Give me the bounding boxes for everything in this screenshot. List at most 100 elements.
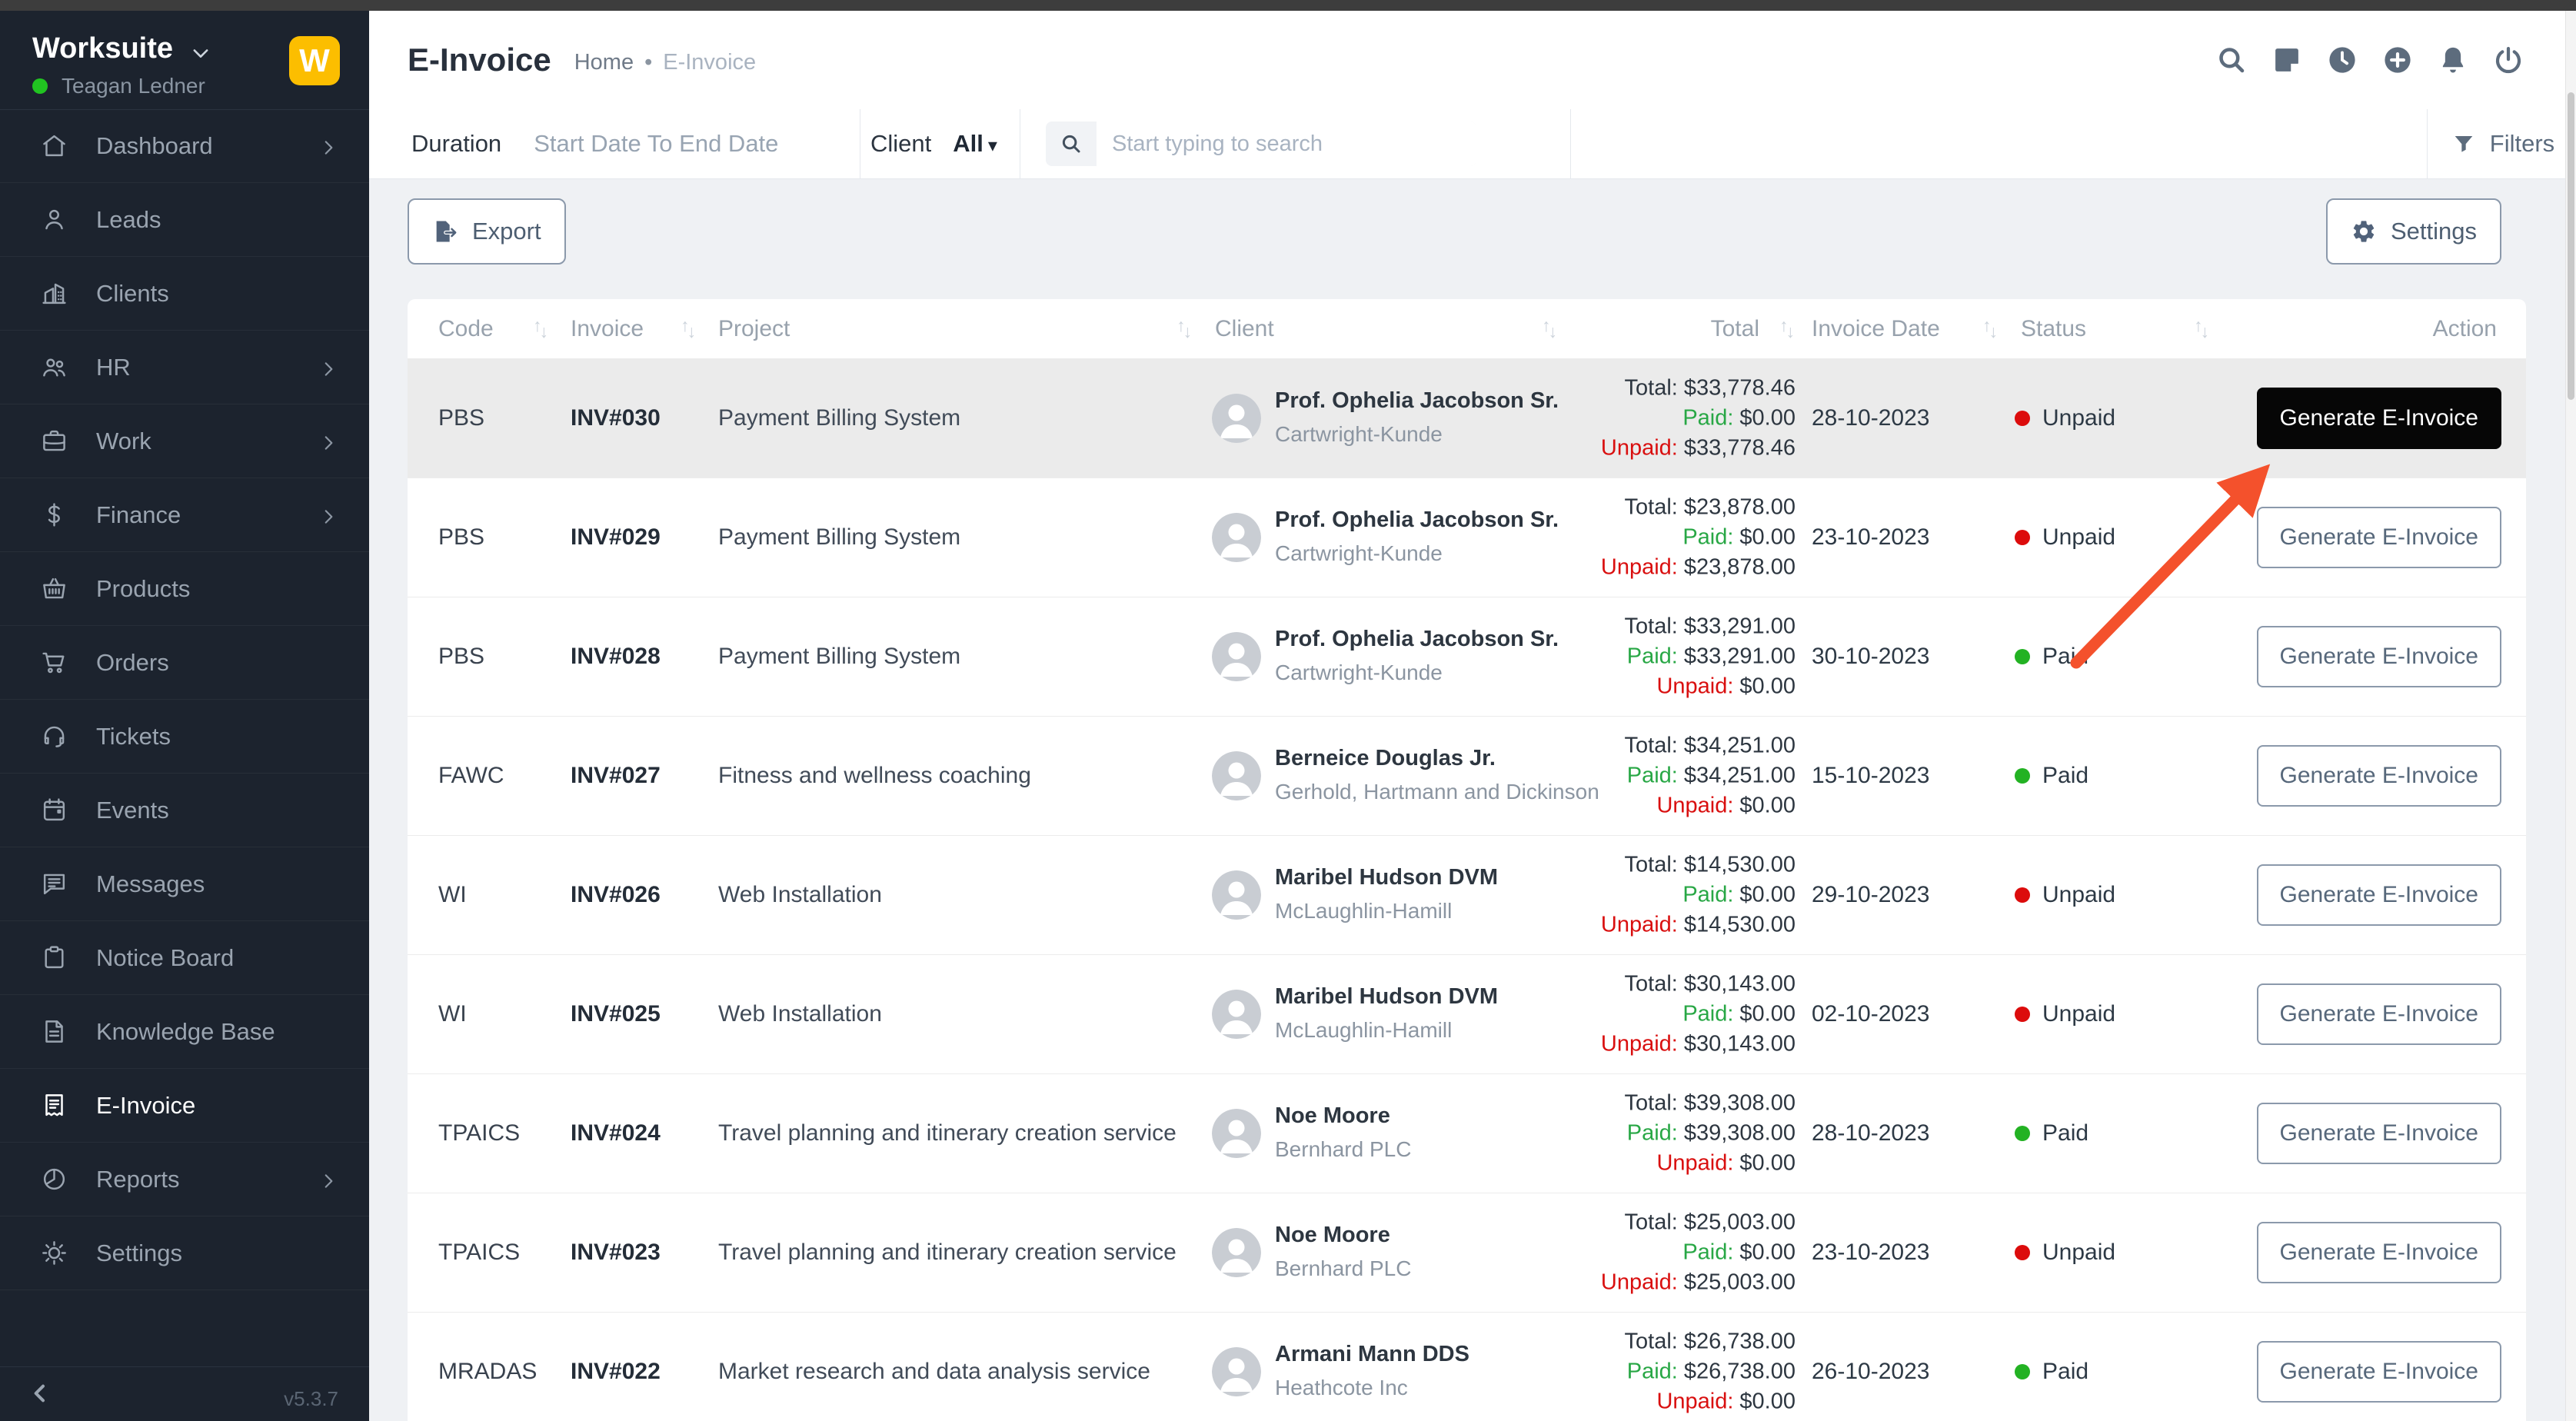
- sort-icon[interactable]: ↑ ↓: [1542, 315, 1557, 341]
- column-header-code[interactable]: Code: [438, 316, 494, 341]
- sidebar-item-label: Events: [96, 796, 169, 824]
- app-version: v5.3.7: [284, 1387, 338, 1410]
- generate-e-invoice-button[interactable]: Generate E-Invoice: [2256, 1103, 2501, 1164]
- client-cell: Armani Mann DDS Heathcote Inc: [1275, 1342, 1469, 1400]
- generate-e-invoice-button[interactable]: Generate E-Invoice: [2256, 626, 2501, 687]
- app-logo[interactable]: W: [289, 36, 340, 85]
- sort-icon[interactable]: ↑ ↓: [1177, 315, 1192, 341]
- client-avatar: [1212, 1109, 1261, 1158]
- client-avatar: [1212, 751, 1261, 800]
- generate-e-invoice-button[interactable]: Generate E-Invoice: [2256, 983, 2501, 1045]
- export-button[interactable]: Export: [408, 198, 566, 265]
- sidebar-item-leads[interactable]: Leads: [0, 183, 369, 257]
- client-name[interactable]: Prof. Ophelia Jacobson Sr.: [1275, 388, 1559, 413]
- dollar-icon: [40, 501, 68, 529]
- column-header-total[interactable]: Total: [1710, 316, 1759, 341]
- client-cell: Prof. Ophelia Jacobson Sr. Cartwright-Ku…: [1275, 388, 1559, 447]
- column-header-invoice[interactable]: Invoice: [571, 316, 644, 341]
- sidebar-item-finance[interactable]: Finance: [0, 478, 369, 552]
- sidebar-item-clients[interactable]: Clients: [0, 257, 369, 331]
- generate-e-invoice-button[interactable]: Generate E-Invoice: [2256, 507, 2501, 568]
- client-name[interactable]: Noe Moore: [1275, 1103, 1390, 1128]
- client-company: McLaughlin-Hamill: [1275, 899, 1453, 923]
- invoice-number: INV#027: [571, 763, 661, 788]
- client-name[interactable]: Prof. Ophelia Jacobson Sr.: [1275, 627, 1559, 651]
- generate-e-invoice-button[interactable]: Generate E-Invoice: [2256, 1222, 2501, 1283]
- user-name: Teagan Ledner: [62, 74, 205, 98]
- client-name[interactable]: Armani Mann DDS: [1275, 1342, 1469, 1366]
- client-name[interactable]: Maribel Hudson DVM: [1275, 865, 1499, 890]
- generate-e-invoice-button[interactable]: Generate E-Invoice: [2256, 388, 2501, 449]
- duration-range-picker[interactable]: Start Date To End Date: [534, 130, 779, 157]
- sidebar-footer: v5.3.7: [0, 1366, 369, 1421]
- generate-e-invoice-button[interactable]: Generate E-Invoice: [2256, 1341, 2501, 1403]
- search-icon[interactable]: [2215, 44, 2248, 76]
- column-header-status[interactable]: Status: [2021, 316, 2087, 341]
- breadcrumb-home-link[interactable]: Home: [574, 49, 634, 75]
- client-label: Client: [870, 130, 932, 157]
- sidebar-item-events[interactable]: Events: [0, 774, 369, 847]
- person-icon: [40, 205, 68, 234]
- clock-icon[interactable]: [2326, 44, 2358, 76]
- sidebar-item-dashboard[interactable]: Dashboard: [0, 109, 369, 183]
- table-row: TPAICS INV#024 Travel planning and itine…: [408, 1074, 2526, 1193]
- sort-icon[interactable]: ↑ ↓: [533, 315, 548, 341]
- sort-icon[interactable]: ↑ ↓: [681, 315, 696, 341]
- sidebar-item-reports[interactable]: Reports: [0, 1143, 369, 1216]
- invoice-code: WI: [438, 882, 467, 907]
- scrollbar-thumb[interactable]: [2568, 92, 2574, 400]
- client-name[interactable]: Maribel Hudson DVM: [1275, 984, 1499, 1009]
- sidebar-item-hr[interactable]: HR: [0, 331, 369, 404]
- search-input[interactable]: [1097, 121, 1476, 166]
- plus-circle-icon[interactable]: [2381, 44, 2414, 76]
- note-icon[interactable]: [2271, 44, 2303, 76]
- calendar-icon: [40, 796, 68, 824]
- status-label: Unpaid: [2042, 1240, 2116, 1265]
- filter-bar: Duration Start Date To End Date Client A…: [369, 109, 2566, 179]
- collapse-sidebar-icon[interactable]: [28, 1381, 52, 1406]
- sidebar-item-e-invoice[interactable]: E-Invoice: [0, 1069, 369, 1143]
- headset-icon: [40, 722, 68, 750]
- invoice-totals: Total: $30,143.00 Paid: $0.00 Unpaid: $30,1…: [1600, 971, 1796, 1057]
- power-icon[interactable]: [2492, 44, 2524, 76]
- chevron-right-icon: [318, 136, 338, 156]
- client-name[interactable]: Berneice Douglas Jr.: [1275, 746, 1496, 770]
- chevron-right-icon: [318, 1170, 338, 1190]
- sidebar-item-tickets[interactable]: Tickets: [0, 700, 369, 774]
- client-name[interactable]: Prof. Ophelia Jacobson Sr.: [1275, 508, 1559, 532]
- invoice-number: INV#028: [571, 644, 661, 669]
- sidebar-item-orders[interactable]: Orders: [0, 626, 369, 700]
- sort-icon[interactable]: ↑ ↓: [1982, 315, 1998, 341]
- client-name[interactable]: Noe Moore: [1275, 1223, 1390, 1247]
- page-scrollbar[interactable]: [2565, 11, 2576, 1421]
- sidebar-item-knowledge-base[interactable]: Knowledge Base: [0, 995, 369, 1069]
- table-settings-button[interactable]: Settings: [2325, 198, 2501, 265]
- client-company: Gerhold, Hartmann and Dickinson: [1275, 780, 1599, 804]
- column-header-invoice-date[interactable]: Invoice Date: [1812, 316, 1940, 341]
- filters-button[interactable]: Filters: [2440, 109, 2566, 178]
- client-avatar: [1212, 1228, 1261, 1277]
- generate-e-invoice-button[interactable]: Generate E-Invoice: [2256, 864, 2501, 926]
- column-header-client[interactable]: Client: [1215, 316, 1274, 341]
- bell-icon[interactable]: [2437, 44, 2469, 76]
- sort-icon[interactable]: ↑ ↓: [2194, 315, 2209, 341]
- sidebar-item-notice-board[interactable]: Notice Board: [0, 921, 369, 995]
- invoice-code: MRADAS: [438, 1359, 537, 1384]
- current-user[interactable]: Teagan Ledner: [32, 74, 205, 98]
- sort-icon[interactable]: ↑ ↓: [1779, 315, 1795, 341]
- invoice-date: 23-10-2023: [1812, 1240, 1930, 1265]
- project-name: Market research and data analysis servic…: [718, 1359, 1150, 1384]
- sidebar-item-settings[interactable]: Settings: [0, 1216, 369, 1290]
- generate-e-invoice-button[interactable]: Generate E-Invoice: [2256, 745, 2501, 807]
- workspace-switcher[interactable]: Worksuite: [32, 32, 211, 65]
- project-name: Web Installation: [718, 882, 882, 907]
- client-cell: Prof. Ophelia Jacobson Sr. Cartwright-Ku…: [1275, 508, 1559, 566]
- column-header-project[interactable]: Project: [718, 316, 790, 341]
- sidebar-item-messages[interactable]: Messages: [0, 847, 369, 921]
- invoice-date: 29-10-2023: [1812, 882, 1930, 907]
- sidebar-item-products[interactable]: Products: [0, 552, 369, 626]
- sidebar-item-work[interactable]: Work: [0, 404, 369, 478]
- table-row: WI INV#025 Web Installation Maribel Huds…: [408, 955, 2526, 1074]
- client-filter-dropdown[interactable]: All ▾: [953, 130, 997, 157]
- basket-icon: [40, 574, 68, 603]
